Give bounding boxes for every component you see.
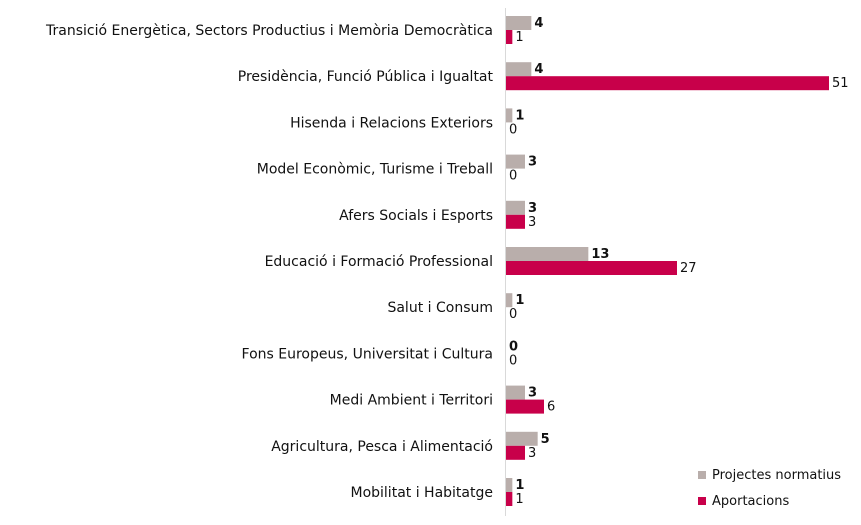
bar-projectes-normatius-hisenda-i-relacions-exteriors — [506, 108, 513, 123]
category-label-model-economic-turisme-i-treball: Model Econòmic, Turisme i Treball — [257, 162, 493, 178]
category-label-presidencia-funcio-publica-i-igualtat: Presidència, Funció Pública i Igualtat — [238, 69, 494, 85]
category-label-agricultura-pesca-i-alimentacio: Agricultura, Pesca i Alimentació — [271, 439, 493, 455]
legend-label-projectes: Projectes normatius — [712, 467, 842, 483]
category-label-afers-socials-i-esports: Afers Socials i Esports — [339, 208, 493, 224]
category-label-transicio-energetica-sectors-productius-i-memoria-democratica: Transició Energètica, Sectors Productius… — [45, 23, 493, 39]
value-label-projectes-normatius-salut-i-consum: 1 — [515, 293, 524, 308]
value-label-projectes-normatius-medi-ambient-i-territori: 3 — [528, 386, 537, 401]
bar-projectes-normatius-model-economic-turisme-i-treball — [506, 154, 525, 169]
value-label-projectes-normatius-hisenda-i-relacions-exteriors: 1 — [515, 108, 524, 123]
value-label-projectes-normatius-fons-europeus-universitat-i-cultura: 0 — [509, 339, 518, 354]
category-label-hisenda-i-relacions-exteriors: Hisenda i Relacions Exteriors — [290, 115, 493, 131]
bar-aportacions-agricultura-pesca-i-alimentacio — [506, 445, 525, 460]
bar-projectes-normatius-mobilitat-i-habitatge — [506, 478, 513, 492]
value-label-aportacions-hisenda-i-relacions-exteriors: 0 — [509, 122, 517, 137]
legend-swatch-projectes — [698, 471, 706, 479]
category-label-mobilitat-i-habitatge: Mobilitat i Habitatge — [351, 485, 494, 501]
value-label-projectes-normatius-model-economic-turisme-i-treball: 3 — [528, 155, 537, 170]
value-label-aportacions-mobilitat-i-habitatge: 1 — [515, 492, 523, 507]
category-label-fons-europeus-universitat-i-cultura: Fons Europeus, Universitat i Cultura — [242, 346, 493, 362]
value-label-projectes-normatius-presidencia-funcio-publica-i-igualtat: 4 — [534, 62, 543, 77]
bar-projectes-normatius-agricultura-pesca-i-alimentacio — [506, 431, 538, 446]
bar-projectes-normatius-medi-ambient-i-territori — [506, 385, 525, 400]
legend-swatch-aportacions — [698, 497, 706, 505]
bar-aportacions-mobilitat-i-habitatge — [506, 492, 513, 506]
bar-aportacions-medi-ambient-i-territori — [506, 399, 544, 414]
value-label-aportacions-transicio-energetica-sectors-productius-i-memoria-democratica: 1 — [515, 30, 523, 45]
value-label-projectes-normatius-educacio-i-formacio-professional: 13 — [591, 247, 609, 262]
value-label-aportacions-educacio-i-formacio-professional: 27 — [680, 261, 697, 276]
value-label-aportacions-presidencia-funcio-publica-i-igualtat: 51 — [832, 76, 849, 91]
value-label-aportacions-model-economic-turisme-i-treball: 0 — [509, 169, 517, 184]
category-labels: Transició Energètica, Sectors Productius… — [45, 23, 494, 501]
value-label-aportacions-fons-europeus-universitat-i-cultura: 0 — [509, 353, 517, 368]
bar-projectes-normatius-educacio-i-formacio-professional — [506, 247, 589, 261]
legend-label-aportacions: Aportacions — [712, 493, 790, 509]
value-label-projectes-normatius-mobilitat-i-habitatge: 1 — [515, 478, 524, 493]
bar-aportacions-transicio-energetica-sectors-productius-i-memoria-democratica — [506, 30, 513, 44]
value-label-aportacions-salut-i-consum: 0 — [509, 307, 517, 322]
bar-projectes-normatius-afers-socials-i-esports — [506, 200, 525, 215]
bar-aportacions-presidencia-funcio-publica-i-igualtat — [506, 76, 829, 91]
value-label-projectes-normatius-afers-socials-i-esports: 3 — [528, 201, 537, 216]
value-label-projectes-normatius-transicio-energetica-sectors-productius-i-memoria-democratica: 4 — [534, 16, 543, 31]
category-label-educacio-i-formacio-professional: Educació i Formació Professional — [265, 254, 493, 270]
bar-aportacions-educacio-i-formacio-professional — [506, 261, 677, 275]
bar-projectes-normatius-transicio-energetica-sectors-productius-i-memoria-democratica — [506, 16, 532, 30]
value-label-aportacions-agricultura-pesca-i-alimentacio: 3 — [528, 446, 536, 461]
bars — [506, 16, 829, 506]
value-label-aportacions-afers-socials-i-esports: 3 — [528, 215, 536, 230]
legend-item-projectes: Projectes normatius — [698, 462, 841, 488]
category-label-salut-i-consum: Salut i Consum — [387, 300, 493, 316]
legend-item-aportacions: Aportacions — [698, 488, 841, 514]
value-label-projectes-normatius-agricultura-pesca-i-alimentacio: 5 — [541, 432, 550, 447]
value-label-aportacions-medi-ambient-i-territori: 6 — [547, 400, 555, 415]
bar-aportacions-afers-socials-i-esports — [506, 214, 525, 229]
bar-projectes-normatius-salut-i-consum — [506, 293, 513, 308]
bar-projectes-normatius-presidencia-funcio-publica-i-igualtat — [506, 62, 532, 77]
category-label-medi-ambient-i-territori: Medi Ambient i Territori — [330, 393, 493, 409]
legend: Projectes normatius Aportacions — [698, 462, 841, 514]
